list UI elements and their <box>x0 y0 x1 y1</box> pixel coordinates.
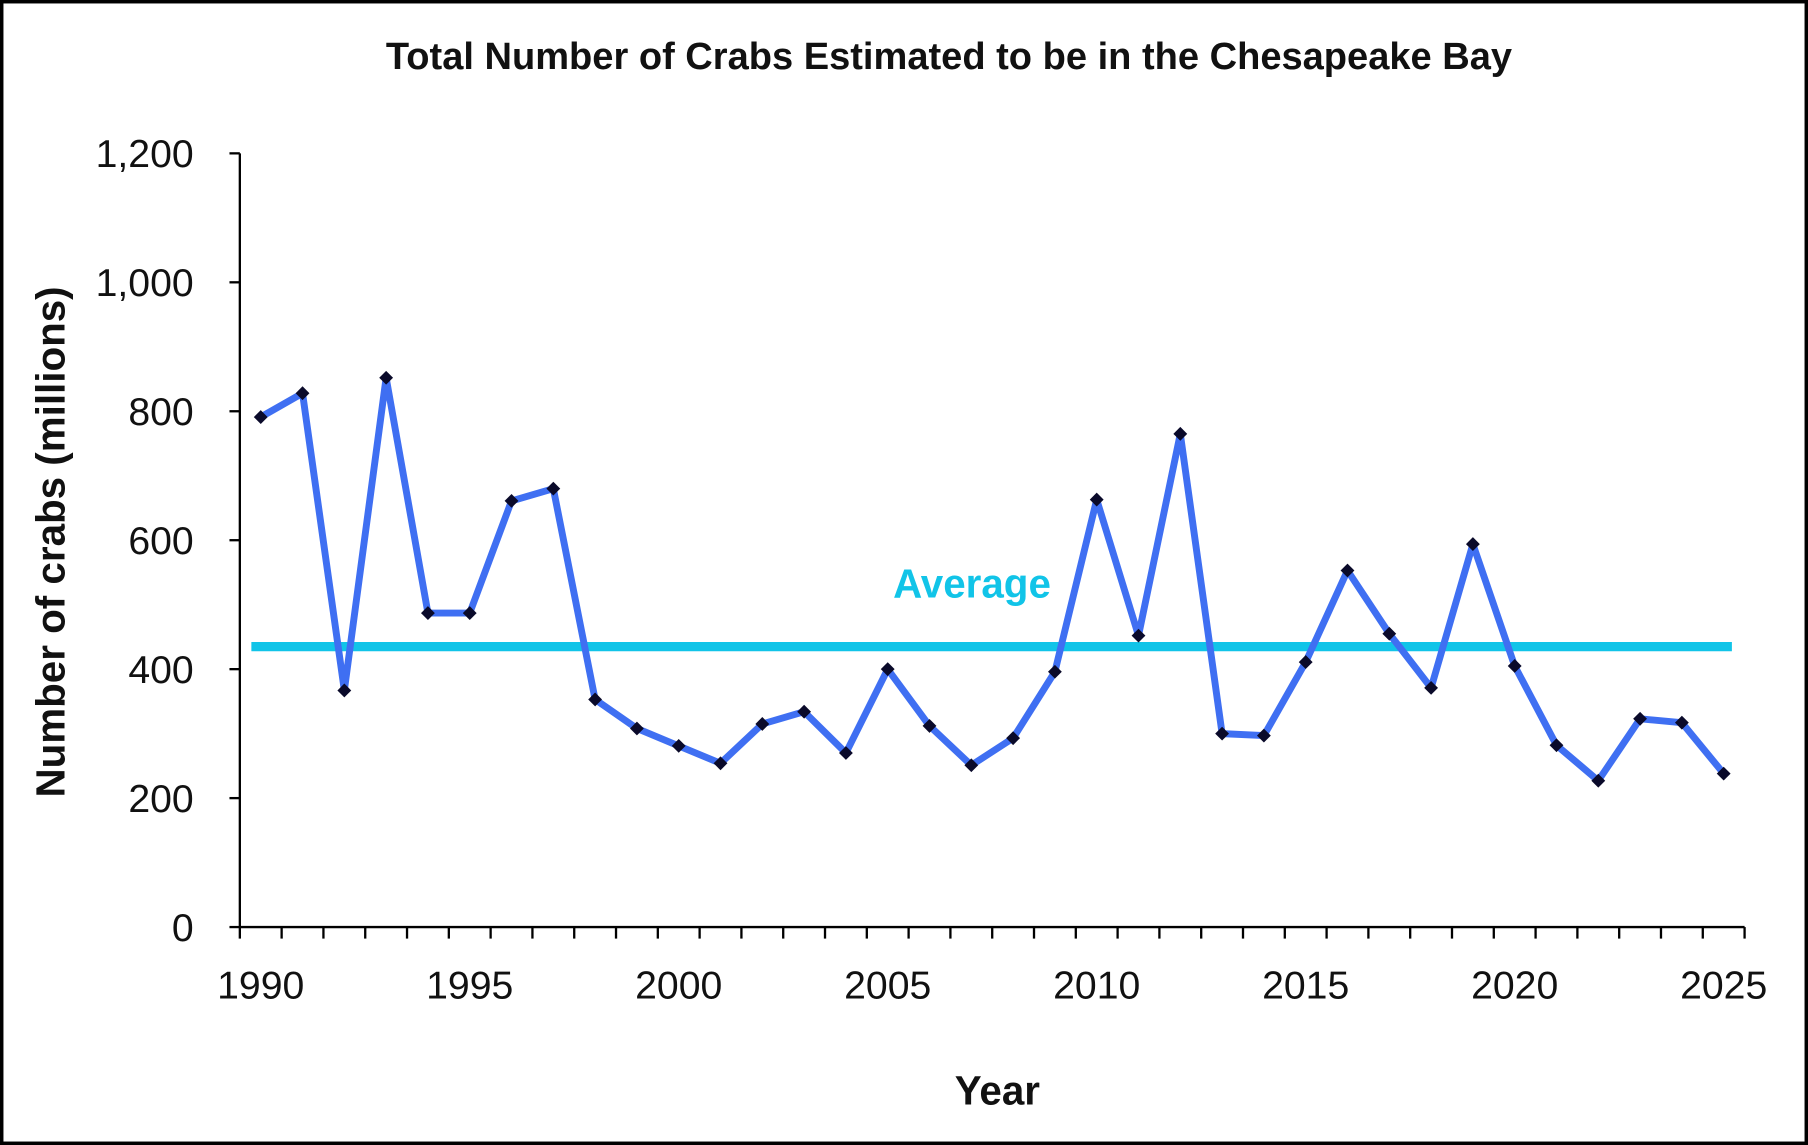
data-point <box>1173 426 1188 441</box>
x-tick-label: 1995 <box>426 965 513 1008</box>
data-point <box>1591 773 1606 788</box>
x-tick-label: 2005 <box>844 965 931 1008</box>
chart-title: Total Number of Crabs Estimated to be in… <box>386 36 1512 78</box>
data-point <box>671 738 686 753</box>
x-tick-label: 2010 <box>1053 965 1140 1008</box>
y-tick-label: 0 <box>172 907 194 950</box>
y-tick-label: 800 <box>128 391 193 434</box>
data-point <box>1215 726 1230 741</box>
data-point <box>1131 628 1146 643</box>
data-point <box>1549 738 1564 753</box>
y-tick-label: 1,000 <box>96 262 194 305</box>
data-point <box>1006 731 1021 746</box>
data-point <box>1465 537 1480 552</box>
data-point <box>713 756 728 771</box>
y-tick-label: 600 <box>128 520 193 563</box>
y-axis-label: Number of crabs (millions) <box>28 286 74 797</box>
y-tick-label: 200 <box>128 778 193 821</box>
x-axis-label: Year <box>955 1068 1041 1114</box>
x-tick-label: 2015 <box>1262 965 1349 1008</box>
x-tick-label: 2000 <box>635 965 722 1008</box>
x-tick-label: 1990 <box>217 965 304 1008</box>
data-point <box>838 746 853 760</box>
data-point <box>964 758 979 773</box>
data-point <box>462 606 477 620</box>
data-point <box>630 721 644 736</box>
data-point <box>504 493 519 508</box>
data-point <box>797 704 812 719</box>
data-point <box>1047 664 1062 679</box>
x-tick-label: 2025 <box>1680 965 1767 1008</box>
data-point <box>295 386 310 401</box>
data-point <box>1716 766 1731 781</box>
data-point <box>1382 626 1397 641</box>
data-point <box>1674 715 1689 730</box>
x-tick-label: 2020 <box>1471 965 1558 1008</box>
data-point <box>1256 728 1271 743</box>
data-point <box>253 410 268 424</box>
series-line <box>259 374 1727 785</box>
y-tick-label: 1,200 <box>96 133 194 176</box>
data-point <box>1089 492 1104 507</box>
average-label: Average <box>893 560 1051 606</box>
data-point <box>1298 655 1313 669</box>
y-tick-label: 400 <box>128 649 193 692</box>
